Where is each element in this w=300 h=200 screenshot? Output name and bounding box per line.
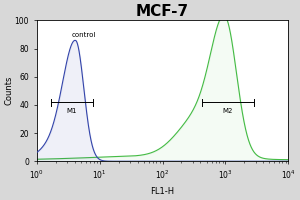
- Text: M1: M1: [67, 108, 77, 114]
- Text: M2: M2: [223, 108, 233, 114]
- X-axis label: FL1-H: FL1-H: [151, 187, 175, 196]
- Text: control: control: [71, 32, 96, 38]
- Y-axis label: Counts: Counts: [4, 76, 13, 105]
- Title: MCF-7: MCF-7: [136, 4, 189, 19]
